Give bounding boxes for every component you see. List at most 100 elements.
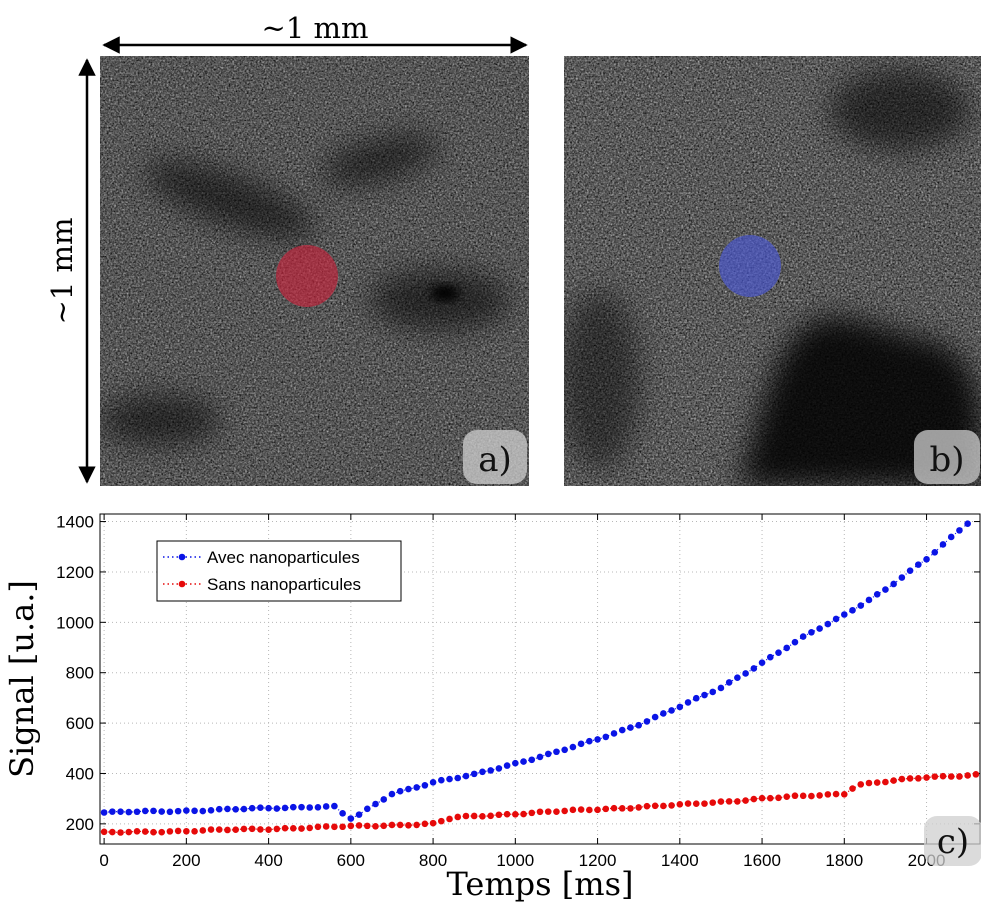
data-point-series-0 [857,602,865,609]
data-point-series-1 [503,810,511,818]
data-point-series-0 [520,758,527,765]
legend-marker-sans [178,580,186,588]
x-axis-label: Temps [ms] [447,865,634,903]
data-point-series-1 [207,826,215,833]
data-point-series-1 [265,826,272,833]
legend: Avec nanoparticules Sans nanoparticules [156,540,402,602]
data-point-series-1 [355,822,363,829]
data-point-series-1 [577,806,585,813]
data-point-series-1 [215,826,223,833]
x-tick-label: 1800 [825,851,863,870]
data-point-series-1 [898,775,906,783]
data-point-series-0 [939,541,947,548]
data-point-series-1 [183,827,190,835]
panel-a-label-badge: a) [463,430,527,484]
data-point-series-1 [405,821,412,829]
data-point-series-1 [273,825,281,833]
data-point-series-1 [536,808,544,816]
y-tick-label: 400 [66,764,94,783]
data-point-series-0 [405,785,412,793]
data-point-series-1 [668,802,675,809]
chart: 0200400600800100012001400160018002000 20… [3,513,981,903]
y-tick-label: 200 [66,815,94,834]
data-point-series-0 [174,807,182,815]
data-point-series-0 [207,807,215,814]
data-point-series-1 [660,802,667,810]
data-point-series-1 [906,775,914,782]
data-point-series-1 [915,775,922,782]
data-point-series-0 [931,548,939,556]
data-point-series-0 [956,527,963,534]
panel-b-label: b) [929,440,964,480]
data-point-series-0 [865,596,873,604]
data-point-series-0 [372,800,379,808]
data-point-series-0 [947,533,955,541]
data-point-series-1 [651,802,659,810]
data-point-series-0 [610,730,618,737]
data-point-series-1 [824,791,832,798]
data-point-series-0 [240,805,248,813]
data-point-series-0 [915,561,922,568]
data-point-series-1 [742,797,749,804]
data-point-series-0 [380,796,388,803]
y-tick-label: 1200 [56,563,94,582]
data-point-series-1 [947,773,955,780]
data-point-series-1 [725,798,733,805]
x-tick-label: 1400 [661,851,699,870]
data-point-series-0 [109,808,116,815]
data-point-series-0 [413,784,420,791]
legend-entry-avec: Avec nanoparticules [163,548,360,567]
data-point-series-0 [660,710,667,717]
y-tick-label: 600 [66,714,94,733]
data-point-series-1 [832,790,840,798]
data-point-series-1 [775,794,782,802]
series-layer [100,520,980,836]
legend-box [156,540,402,602]
data-point-series-0 [734,674,741,682]
data-point-series-0 [701,691,708,699]
data-point-series-1 [618,805,626,812]
data-point-series-0 [257,804,264,812]
data-point-series-0 [298,803,305,811]
data-point-series-0 [717,684,725,692]
data-point-series-1 [717,798,725,805]
data-point-series-0 [429,779,437,786]
data-point-series-1 [799,792,807,800]
data-point-series-0 [635,721,642,729]
data-point-series-0 [832,615,840,623]
data-point-series-0 [322,803,330,810]
data-point-series-0 [199,807,207,815]
data-point-series-1 [109,828,116,836]
data-point-series-0 [627,724,634,731]
data-point-series-0 [281,804,289,812]
data-point-series-0 [569,743,577,751]
data-point-series-1 [684,800,692,807]
data-point-series-0 [100,809,108,816]
x-tick-label: 1000 [496,851,534,870]
data-point-series-1 [734,798,741,805]
data-point-series-0 [396,787,404,795]
data-point-series-0 [363,805,371,813]
x-tick-label: 1600 [743,851,781,870]
x-tick-label: 400 [254,851,282,870]
data-point-series-0 [791,638,799,646]
data-point-series-0 [824,620,832,628]
data-point-series-1 [133,828,141,835]
data-point-series-1 [923,774,930,781]
data-point-series-1 [380,822,388,830]
data-point-series-1 [964,772,971,779]
data-point-series-1 [865,779,873,787]
data-point-series-0 [289,803,297,811]
data-point-series-1 [454,813,462,821]
data-point-series-1 [553,808,560,815]
plot-frame [99,513,981,845]
data-point-series-0 [462,772,470,780]
data-point-series-1 [141,828,149,835]
data-point-series-1 [750,795,758,803]
data-point-series-0 [479,768,486,776]
data-point-series-1 [224,826,231,834]
data-point-series-0 [117,808,124,815]
data-point-series-1 [372,823,379,830]
data-point-series-0 [692,694,700,702]
data-point-series-1 [816,792,823,799]
